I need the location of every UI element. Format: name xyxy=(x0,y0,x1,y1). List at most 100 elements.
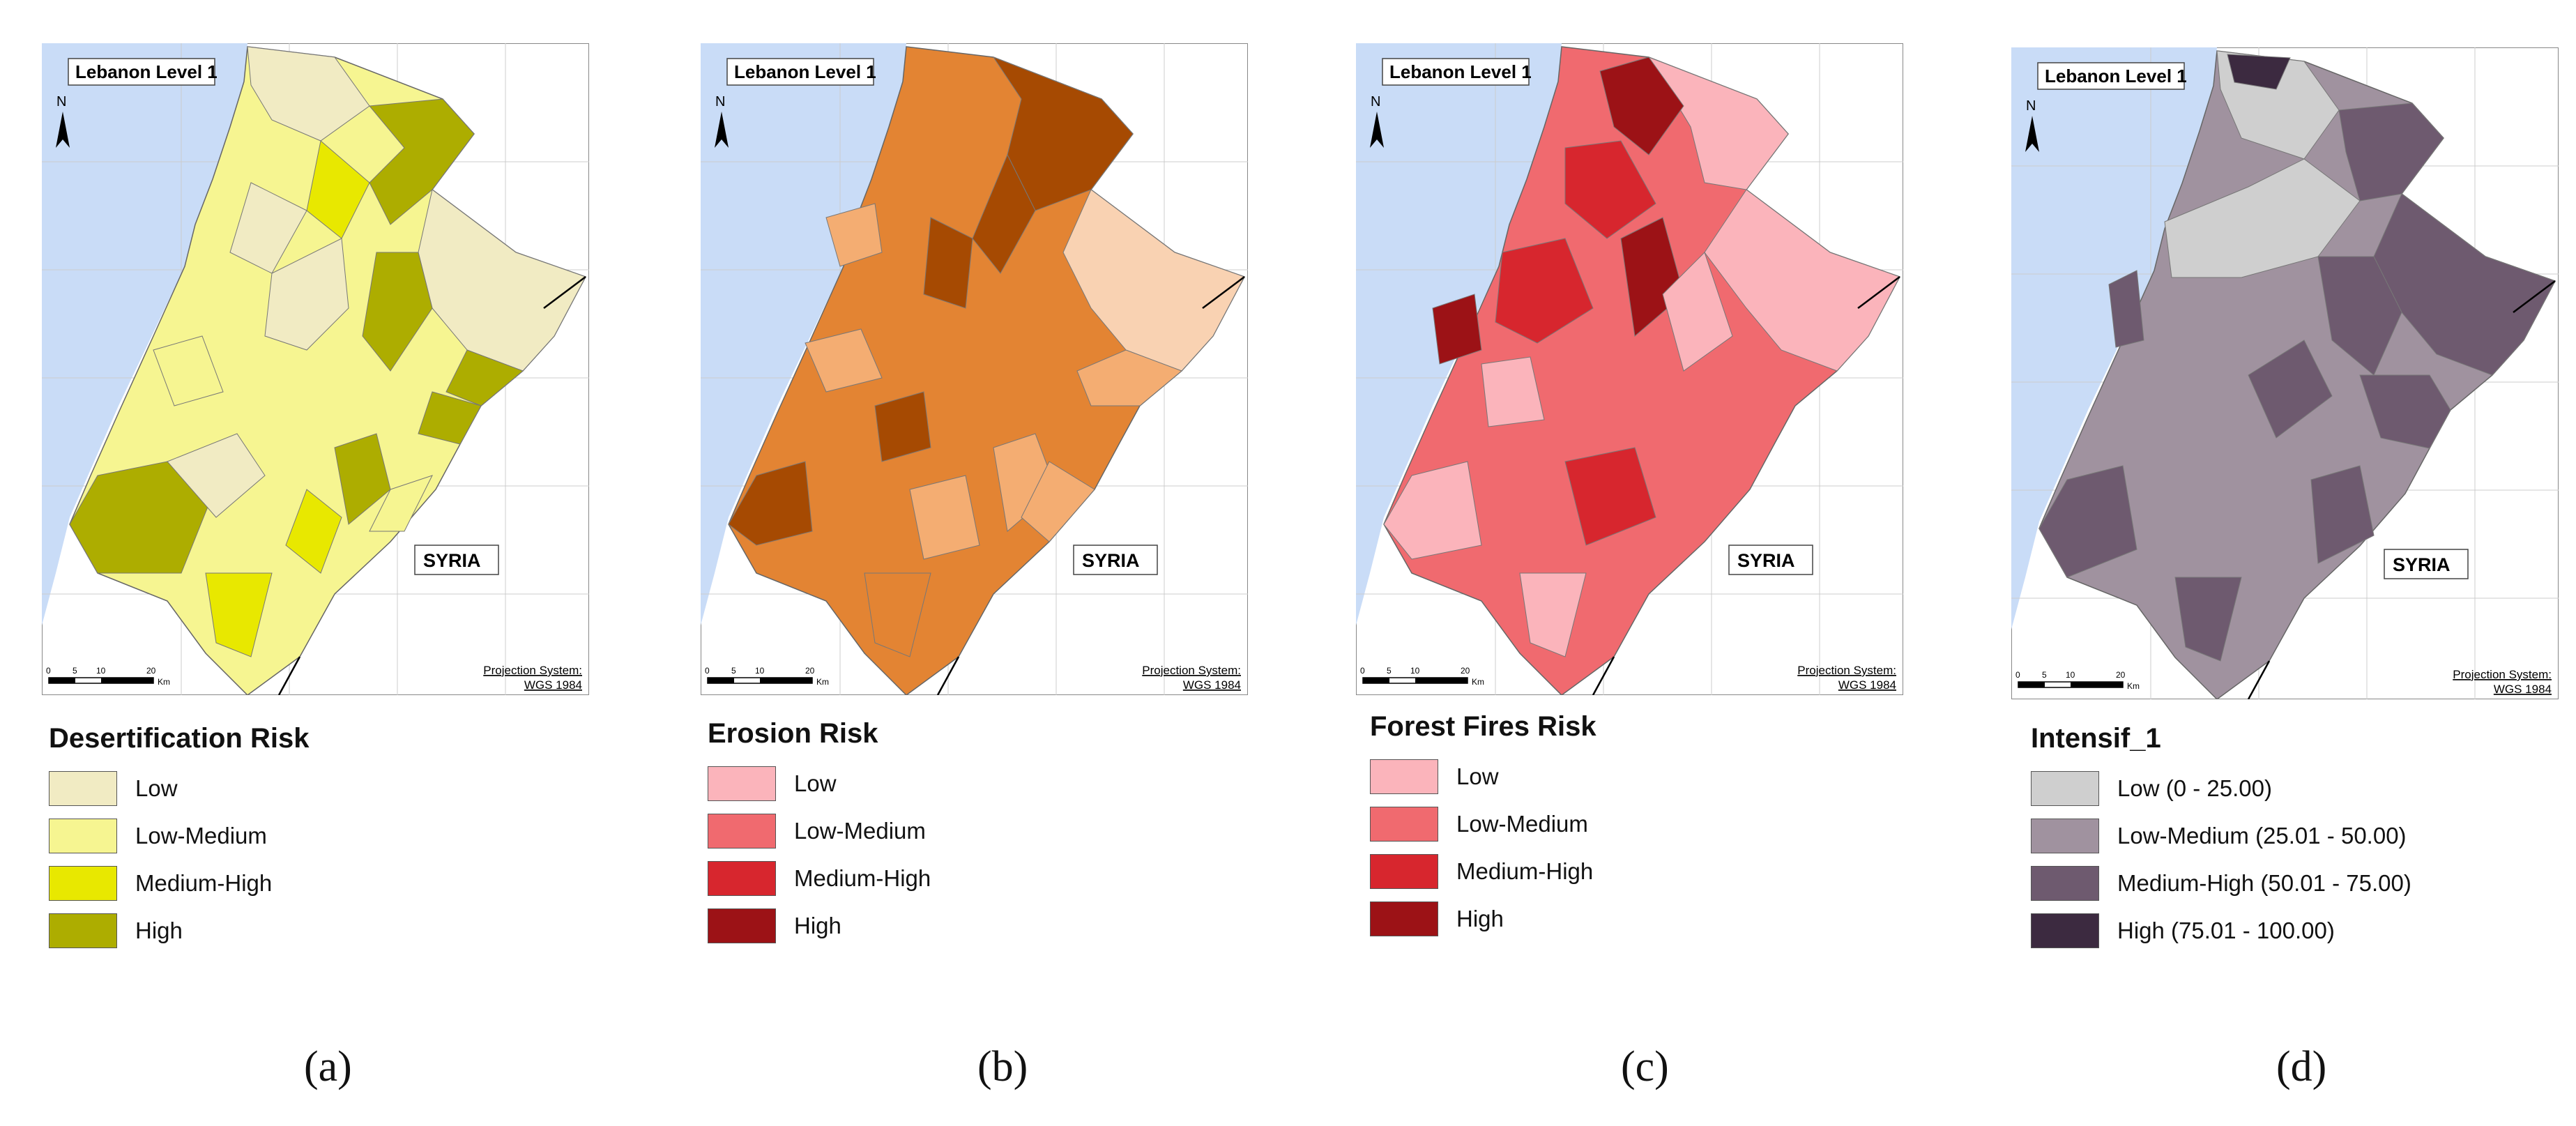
map-frame: Lebanon Level 1 N SYRIA 0 5 10 20 Km xyxy=(701,43,1248,695)
legend-item: Low-Medium xyxy=(1370,806,1928,842)
legend-swatch xyxy=(2031,819,2099,853)
panel-caption: (a) xyxy=(304,1043,352,1090)
scale-tick-10: 10 xyxy=(96,666,106,676)
scale-bar: 0 5 10 20 Km xyxy=(46,666,170,687)
projection-value: WGS 1984 xyxy=(1838,678,1896,692)
map-title-box: Lebanon Level 1 xyxy=(2037,62,2187,90)
legend-label: Medium-High (50.01 - 75.00) xyxy=(2117,870,2411,896)
north-arrow-icon: N xyxy=(715,94,729,148)
north-arrow-icon: N xyxy=(2025,98,2039,152)
scale-tick-10: 10 xyxy=(755,666,765,676)
scale-tick-0: 0 xyxy=(705,666,710,676)
panel-a: Lebanon Level 1 N SYRIA 0 5 10 20 Km xyxy=(0,0,627,1126)
legend-title: Intensif_1 xyxy=(2031,723,2161,754)
scale-tick-5: 5 xyxy=(731,666,736,676)
legend-item: High xyxy=(708,908,1265,944)
sea-area xyxy=(701,43,906,625)
scale-bar: 0 5 10 20 Km xyxy=(2015,670,2140,691)
projection-note: Projection System: WGS 1984 xyxy=(483,664,582,692)
legend-swatch xyxy=(708,861,776,896)
legend-label: Low-Medium xyxy=(135,823,267,849)
legend-title: Erosion Risk xyxy=(708,718,878,749)
legend: Erosion Risk Low Low-Medium Medium-High … xyxy=(708,717,1265,955)
scale-unit: Km xyxy=(158,677,170,687)
north-label: N xyxy=(1371,94,1380,109)
scale-tick-0: 0 xyxy=(1360,666,1365,676)
projection-label: Projection System: xyxy=(1142,664,1241,677)
legend-swatch xyxy=(708,814,776,849)
legend-swatch xyxy=(49,913,117,948)
legend-label: High xyxy=(794,913,841,938)
legend-swatch xyxy=(708,908,776,943)
legend-label: Low xyxy=(1456,763,1499,789)
scale-tick-10: 10 xyxy=(2066,670,2075,680)
legend-title: Desertification Risk xyxy=(49,723,310,754)
projection-value: WGS 1984 xyxy=(1183,678,1241,692)
neighbor-label: SYRIA xyxy=(1082,550,1140,571)
legend-swatch xyxy=(708,766,776,801)
legend-swatch xyxy=(49,866,117,901)
map-title: Lebanon Level 1 xyxy=(734,61,876,82)
panel-caption: (b) xyxy=(977,1043,1028,1090)
legend-swatch xyxy=(2031,771,2099,806)
legend-swatch xyxy=(49,819,117,853)
neighbor-label-box: SYRIA xyxy=(414,545,499,575)
legend: Desertification Risk Low Low-Medium Medi… xyxy=(49,722,607,960)
map-title: Lebanon Level 1 xyxy=(2045,66,2187,86)
panel-b: Lebanon Level 1 N SYRIA 0 5 10 20 Km xyxy=(659,0,1286,1126)
risk-zones xyxy=(728,56,1245,657)
north-arrow-icon: N xyxy=(56,94,70,148)
legend-swatch xyxy=(1370,854,1438,889)
legend: Intensif_1 Low (0 - 25.00) Low-Medium (2… xyxy=(2031,722,2576,960)
legend: Forest Fires Risk Low Low-Medium Medium-… xyxy=(1370,710,1928,948)
north-label: N xyxy=(715,94,725,109)
legend-item: Low xyxy=(708,766,1265,802)
scale-tick-10: 10 xyxy=(1410,666,1420,676)
neighbor-label-box: SYRIA xyxy=(1073,545,1158,575)
legend-item: Low xyxy=(49,770,607,807)
map-title-box: Lebanon Level 1 xyxy=(68,58,218,86)
legend-swatch xyxy=(1370,901,1438,936)
scale-tick-0: 0 xyxy=(2015,670,2020,680)
projection-label: Projection System: xyxy=(2453,668,2552,681)
legend-swatch xyxy=(1370,759,1438,794)
syria-border xyxy=(2247,280,2556,699)
legend-swatch xyxy=(2031,866,2099,901)
legend-item: Medium-High xyxy=(1370,853,1928,890)
panel-caption: (d) xyxy=(2276,1043,2327,1090)
legend-item: Low-Medium xyxy=(49,818,607,854)
panel-caption: (c) xyxy=(1621,1043,1669,1090)
map-frame: Lebanon Level 1 N SYRIA 0 5 10 20 Km xyxy=(1356,43,1903,695)
syria-border xyxy=(936,276,1245,695)
neighbor-label-box: SYRIA xyxy=(1728,545,1813,575)
scale-tick-20: 20 xyxy=(2116,670,2126,680)
legend-label: Medium-High xyxy=(135,870,273,896)
scale-tick-20: 20 xyxy=(1461,666,1470,676)
projection-label: Projection System: xyxy=(1797,664,1896,677)
legend-item: High xyxy=(49,913,607,949)
legend-label: Low xyxy=(794,770,837,796)
projection-note: Projection System: WGS 1984 xyxy=(1142,664,1241,692)
projection-note: Projection System: WGS 1984 xyxy=(2453,668,2552,696)
legend-swatch xyxy=(2031,913,2099,948)
risk-zones xyxy=(69,46,586,657)
scale-unit: Km xyxy=(2127,681,2140,691)
legend-swatch xyxy=(1370,807,1438,842)
legend-label: Low-Medium (25.01 - 50.00) xyxy=(2117,823,2407,849)
legend-swatch xyxy=(49,771,117,806)
map-frame: Lebanon Level 1 N SYRIA 0 5 10 20 Km xyxy=(2011,47,2559,699)
panel-c: Lebanon Level 1 N SYRIA 0 5 10 20 Km xyxy=(1314,0,1942,1126)
syria-border xyxy=(277,276,586,695)
legend-item: Low xyxy=(1370,759,1928,795)
legend-label: High xyxy=(1456,906,1504,931)
legend-item: High xyxy=(1370,901,1928,937)
scale-tick-20: 20 xyxy=(146,666,156,676)
scale-tick-5: 5 xyxy=(73,666,77,676)
risk-zones xyxy=(2038,50,2556,662)
legend-label: Low-Medium xyxy=(1456,811,1588,837)
legend-item: Medium-High xyxy=(708,860,1265,897)
map-title: Lebanon Level 1 xyxy=(1389,61,1532,82)
map-frame: Lebanon Level 1 N SYRIA 0 5 10 20 Km xyxy=(42,43,589,695)
legend-item: Medium-High (50.01 - 75.00) xyxy=(2031,865,2576,901)
neighbor-label: SYRIA xyxy=(423,550,481,571)
